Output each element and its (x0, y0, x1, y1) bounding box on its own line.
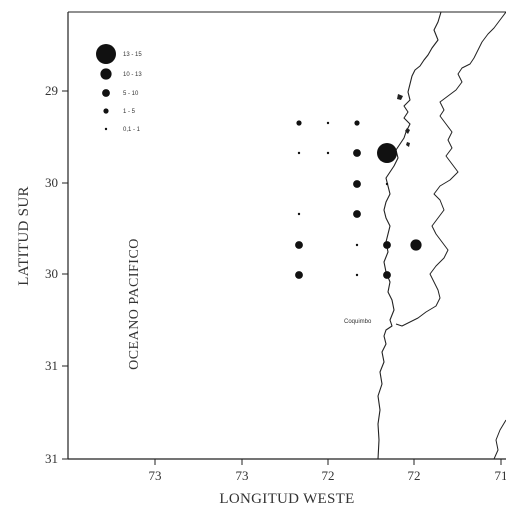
legend: 13 - 15 10 - 13 5 - 10 1 - 5 0,1 - 1 (96, 44, 142, 133)
data-point (326, 151, 330, 155)
y-tick-label: 31 (45, 358, 58, 373)
plot-frame (67, 11, 506, 460)
x-tick-label: 73 (236, 468, 249, 483)
data-point (295, 241, 303, 249)
legend-label: 5 - 10 (123, 91, 139, 97)
legend-marker (96, 44, 116, 64)
inland-boundary-south (493, 419, 506, 460)
data-point (296, 120, 302, 126)
x-axis-ticks: 73 73 72 72 71 (149, 459, 506, 483)
data-point (353, 149, 361, 157)
coastline (377, 11, 442, 460)
data-point (383, 271, 391, 279)
data-point (297, 212, 301, 216)
data-point (297, 151, 301, 155)
data-point (353, 210, 361, 218)
y-axis-ticks: 29 30 30 31 31 (45, 83, 68, 466)
data-point (355, 243, 359, 247)
data-point (410, 239, 422, 251)
data-point (353, 180, 361, 188)
legend-label: 13 - 15 (123, 52, 142, 58)
legend-marker (103, 108, 109, 114)
y-tick-label: 30 (45, 266, 58, 281)
data-point (355, 273, 359, 277)
legend-label: 1 - 5 (123, 109, 136, 115)
island (397, 94, 403, 100)
x-tick-label: 73 (149, 468, 162, 483)
legend-marker (102, 89, 110, 97)
data-point (354, 120, 360, 126)
legend-marker (100, 68, 112, 80)
ocean-label: OCEANO PACIFICO (127, 238, 142, 370)
x-tick-label: 72 (322, 468, 335, 483)
x-tick-label: 71 (495, 468, 506, 483)
island (406, 142, 410, 147)
data-point (385, 182, 389, 186)
legend-label: 10 - 13 (123, 72, 142, 78)
data-point (383, 241, 391, 249)
x-axis-title: LONGITUD WESTE (219, 491, 354, 507)
data-point (326, 121, 330, 125)
data-point (377, 143, 397, 163)
data-markers (295, 120, 422, 279)
legend-marker (104, 127, 108, 131)
y-axis-title: LATITUD SUR (16, 186, 32, 286)
legend-label: 0,1 - 1 (123, 127, 141, 133)
inland-boundary (395, 11, 506, 327)
place-label-coquimbo: Coquimbo (344, 319, 372, 325)
y-tick-label: 29 (45, 83, 58, 98)
x-tick-label: 72 (408, 468, 421, 483)
y-tick-label: 30 (45, 175, 58, 190)
island (405, 128, 410, 134)
data-point (295, 271, 303, 279)
y-tick-label: 31 (45, 451, 58, 466)
